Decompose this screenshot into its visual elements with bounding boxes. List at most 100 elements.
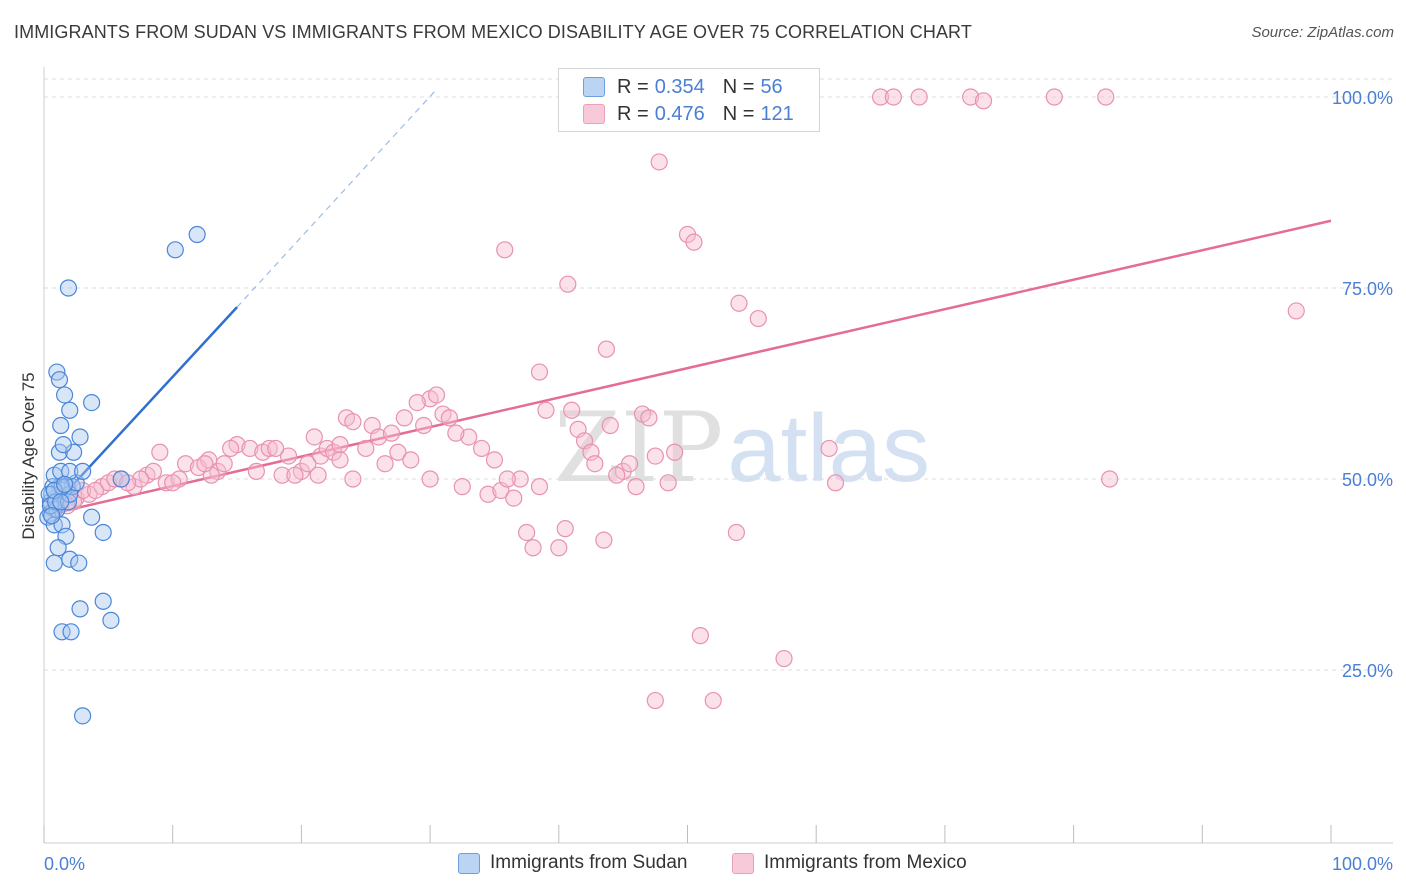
point-sudan (83, 508, 101, 526)
point-mexico (370, 428, 388, 446)
point-mexico (286, 466, 304, 484)
point-mexico (496, 241, 514, 259)
legend-swatch-mexico (583, 104, 605, 124)
point-mexico (1045, 88, 1063, 106)
point-mexico (511, 470, 529, 488)
point-sudan (50, 371, 69, 389)
y-tick-label: 50.0% (1342, 470, 1393, 490)
point-mexico (1097, 88, 1115, 106)
watermark-atlas: atlas (727, 395, 930, 502)
legend-swatch-sudan (583, 77, 605, 97)
point-mexico (453, 478, 471, 496)
point-mexico (498, 470, 516, 488)
point-mexico (826, 474, 845, 492)
point-mexico (395, 409, 413, 427)
x-tick-label: 100.0% (1332, 854, 1393, 874)
point-mexico (910, 88, 928, 106)
point-mexico (402, 451, 420, 469)
point-mexico (601, 416, 619, 435)
trend-lines (45, 88, 1332, 517)
point-sudan (102, 611, 120, 629)
point-mexico (871, 88, 890, 106)
legend-r-label: R = (617, 75, 649, 98)
point-mexico (241, 439, 259, 458)
point-sudan (43, 507, 61, 525)
point-mexico (260, 439, 278, 458)
point-mexico (884, 88, 903, 106)
point-mexico (691, 627, 709, 645)
point-sudan (55, 475, 74, 493)
point-mexico (440, 409, 459, 427)
point-mexico (331, 451, 349, 469)
point-mexico (479, 485, 497, 503)
bottom-legend-mexico: Immigrants from Mexico (732, 852, 967, 874)
legend-n-value: 121 (760, 102, 794, 125)
point-mexico (131, 470, 150, 488)
point-sudan (61, 401, 79, 419)
point-sudan (62, 623, 80, 641)
bottom-legend-sudan: Immigrants from Sudan (458, 852, 687, 874)
point-mexico (164, 474, 182, 492)
point-mexico (627, 478, 645, 496)
point-mexico (196, 455, 214, 473)
point-mexico (640, 409, 658, 427)
point-sudan (94, 592, 112, 610)
trend-line-mexico (46, 219, 1332, 517)
x-tick-label: 0.0% (44, 854, 85, 874)
point-mexico (650, 153, 668, 171)
y-tick-label: 25.0% (1342, 661, 1393, 681)
point-sudan (94, 523, 112, 542)
legend-r-value: 0.354 (654, 75, 705, 98)
point-mexico (144, 462, 162, 480)
point-sudan (45, 554, 63, 572)
point-mexico (530, 478, 549, 496)
point-sudan (61, 462, 79, 480)
point-mexico (151, 443, 169, 461)
point-mexico (556, 520, 574, 538)
tick-labels: 25.0% 50.0% 75.0% 100.0% 0.0% 100.0% (44, 88, 1393, 874)
bottom-legend-label-sudan: Immigrants from Sudan (490, 852, 688, 873)
point-mexico (176, 455, 195, 473)
point-sudan (52, 493, 70, 511)
point-mexico (597, 340, 616, 358)
series-sudan-points (39, 225, 206, 725)
point-mexico (646, 691, 664, 710)
point-mexico (331, 436, 349, 454)
point-mexico (704, 691, 722, 710)
point-mexico (974, 92, 993, 110)
point-mexico (505, 489, 523, 507)
point-sudan (53, 623, 71, 641)
point-mexico (215, 455, 233, 473)
legend-row-mexico: R = 0.476 N = 121 (583, 101, 812, 127)
legend-n-label: N = (722, 102, 755, 125)
point-mexico (820, 439, 838, 458)
point-sudan (188, 225, 206, 244)
legend-row-sudan: R = 0.354 N = 56 (583, 74, 801, 100)
point-mexico (344, 413, 362, 431)
point-mexico (157, 474, 175, 492)
point-mexico (389, 443, 407, 461)
point-mexico (485, 451, 504, 469)
point-sudan (55, 386, 74, 404)
point-sudan (166, 241, 184, 259)
point-mexico (749, 309, 767, 328)
point-sudan (59, 279, 78, 297)
point-sudan (74, 707, 92, 725)
point-mexico (685, 233, 703, 251)
point-mexico (518, 523, 536, 542)
point-mexico (427, 386, 446, 404)
point-mexico (1287, 302, 1305, 320)
point-mexico (344, 470, 362, 488)
point-mexico (962, 88, 980, 106)
legend-n-value: 56 (760, 75, 783, 98)
point-mexico (447, 424, 465, 442)
point-mexico (421, 470, 439, 488)
point-sudan (52, 462, 70, 480)
point-mexico (524, 539, 542, 557)
point-mexico (727, 523, 746, 542)
point-mexico (247, 462, 265, 480)
point-mexico (537, 401, 555, 419)
point-mexico (586, 455, 604, 473)
source-credit: Source: ZipAtlas.com (1251, 24, 1394, 41)
